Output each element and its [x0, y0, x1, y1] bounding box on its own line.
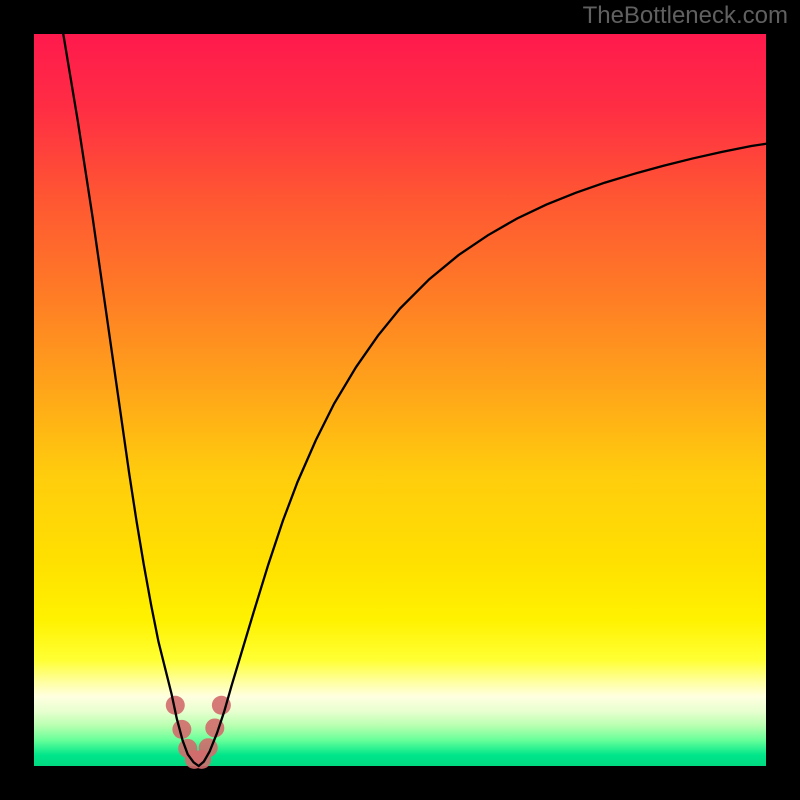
chart-stage: TheBottleneck.com [0, 0, 800, 800]
chart-svg [0, 0, 800, 800]
plot-background [34, 34, 766, 766]
watermark-text: TheBottleneck.com [583, 2, 788, 30]
